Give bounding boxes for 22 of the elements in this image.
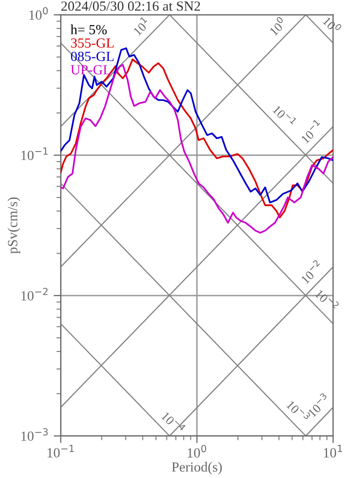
annotation: 10$^{−1}$ (298, 119, 324, 144)
annotation: 10$^{−3}$ (286, 398, 311, 424)
annotation: 10$^{1}$ (131, 16, 151, 36)
series-label: UP-GL (70, 65, 111, 74)
x-tick-label: 10$^{−1}$ (48, 444, 74, 458)
y-axis-title: pSv(cm/s) (8, 197, 20, 254)
y-tick-label: 10$^{0}$ (29, 7, 48, 20)
y-tick-label: 10$^{−1}$ (21, 148, 48, 160)
annotation: 10$^{−4}$ (161, 410, 186, 434)
y-tick-label: 10$^{−2}$ (21, 288, 48, 301)
y-tick-label: 10$^{−3}$ (21, 428, 48, 441)
x-tick-label: 10$^{1}$ (324, 444, 342, 458)
series-label: 085-GL (70, 52, 114, 62)
series-label: 355-GL (71, 38, 114, 48)
annotation: 10$^{−1}$ (272, 103, 297, 128)
annotation: 10$^{−2}$ (298, 259, 324, 284)
x-axis-title: Period(s) (172, 462, 222, 475)
annotation: 10$^{0}$ (267, 16, 288, 36)
annotation: 10$^{0}$ (322, 14, 342, 34)
chart-title: 2024/05/30 02:16 at SN2 (61, 1, 200, 11)
x-tick-label: 10$^{0}$ (188, 444, 206, 458)
legend-title: h= 5% (70, 24, 107, 34)
